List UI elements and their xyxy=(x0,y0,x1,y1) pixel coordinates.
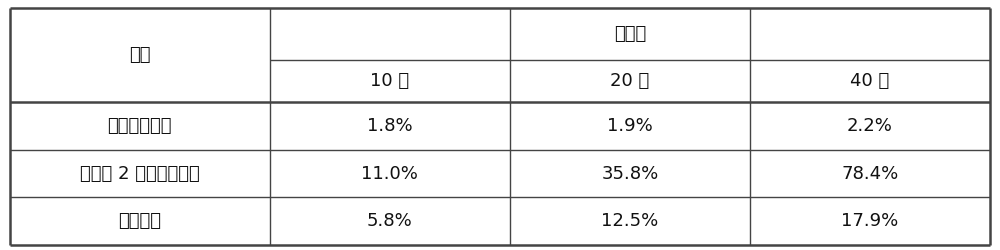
Text: 2.2%: 2.2% xyxy=(847,117,893,135)
Text: 一般菌群: 一般菌群 xyxy=(118,212,161,230)
Text: 11.0%: 11.0% xyxy=(361,165,418,183)
Text: 1.9%: 1.9% xyxy=(607,117,653,135)
Text: 菌群: 菌群 xyxy=(129,46,151,64)
Text: 10 天: 10 天 xyxy=(370,72,409,90)
Text: 降解率: 降解率 xyxy=(614,25,646,43)
Text: 5.8%: 5.8% xyxy=(367,212,413,230)
Text: 12.5%: 12.5% xyxy=(601,212,658,230)
Text: 空白未加菌群: 空白未加菌群 xyxy=(108,117,172,135)
Text: 35.8%: 35.8% xyxy=(601,165,658,183)
Text: 40 天: 40 天 xyxy=(850,72,890,90)
Text: 实施例 2 的微生物菌群: 实施例 2 的微生物菌群 xyxy=(80,165,200,183)
Text: 1.8%: 1.8% xyxy=(367,117,413,135)
Text: 78.4%: 78.4% xyxy=(841,165,899,183)
Text: 20 天: 20 天 xyxy=(610,72,649,90)
Text: 17.9%: 17.9% xyxy=(841,212,899,230)
